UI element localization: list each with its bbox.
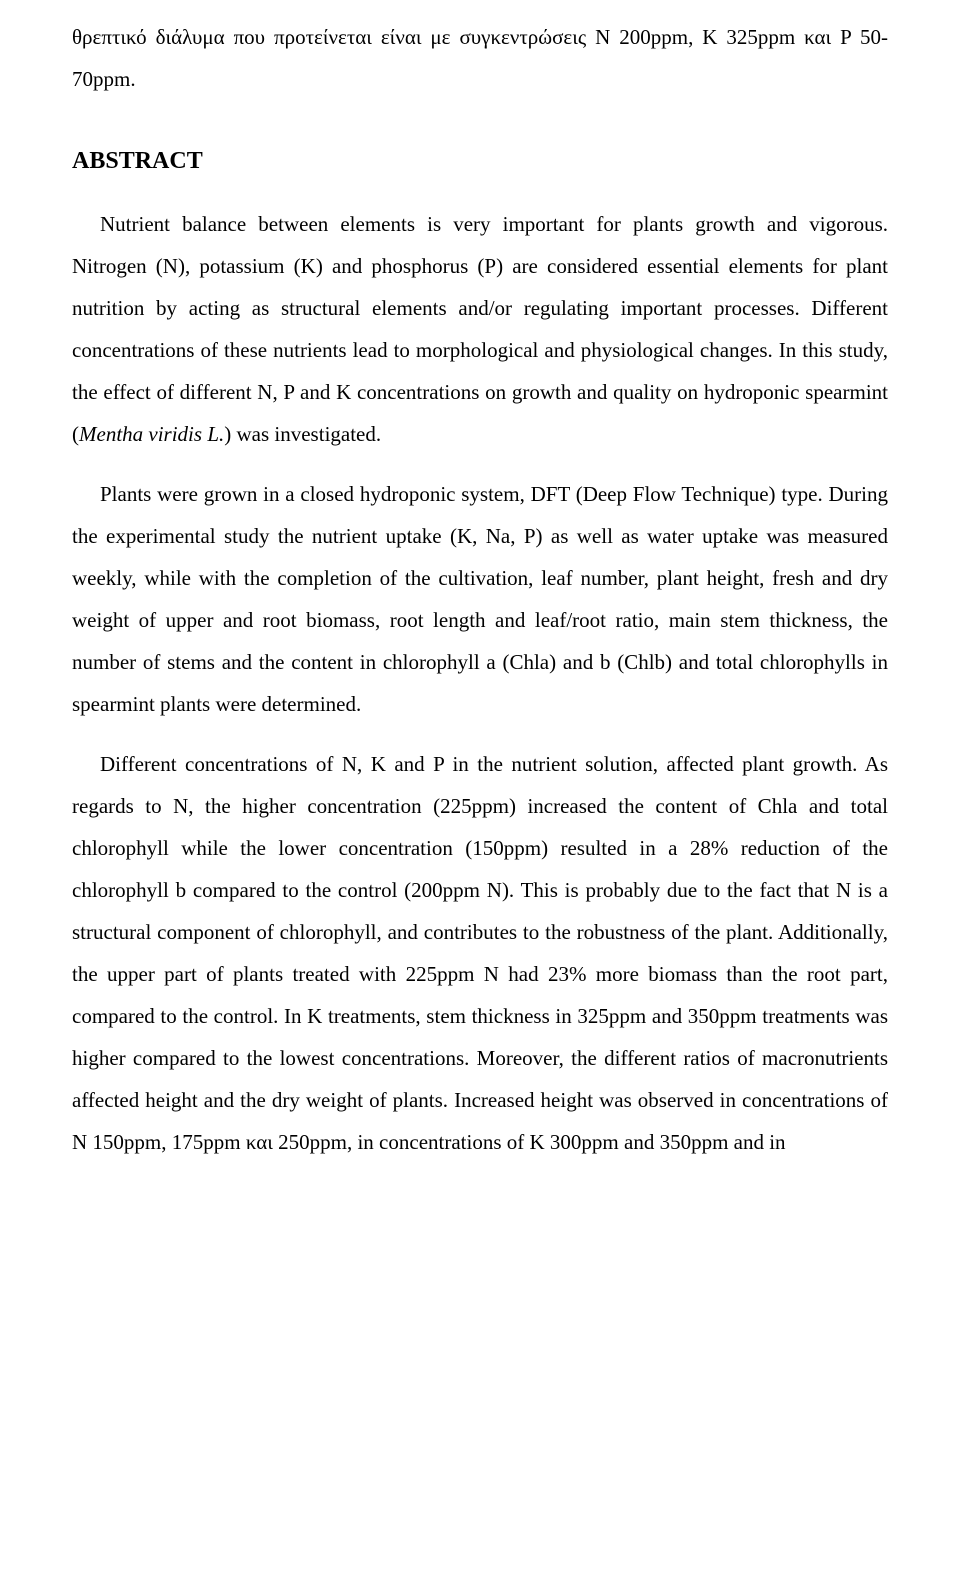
- document-page: θρεπτικό διάλυμα που προτείνεται είναι μ…: [0, 0, 960, 1590]
- paragraph-abstract-2: Plants were grown in a closed hydroponic…: [72, 473, 888, 725]
- paragraph-abstract-1: Nutrient balance between elements is ver…: [72, 203, 888, 455]
- abstract-1-text-before: Nutrient balance between elements is ver…: [72, 212, 888, 446]
- paragraph-abstract-3: Different concentrations of N, K and P i…: [72, 743, 888, 1163]
- abstract-1-species-name: Mentha viridis L.: [79, 422, 224, 446]
- abstract-1-text-after: ) was investigated.: [224, 422, 381, 446]
- paragraph-greek-intro: θρεπτικό διάλυμα που προτείνεται είναι μ…: [72, 16, 888, 100]
- abstract-heading: ABSTRACT: [72, 148, 888, 175]
